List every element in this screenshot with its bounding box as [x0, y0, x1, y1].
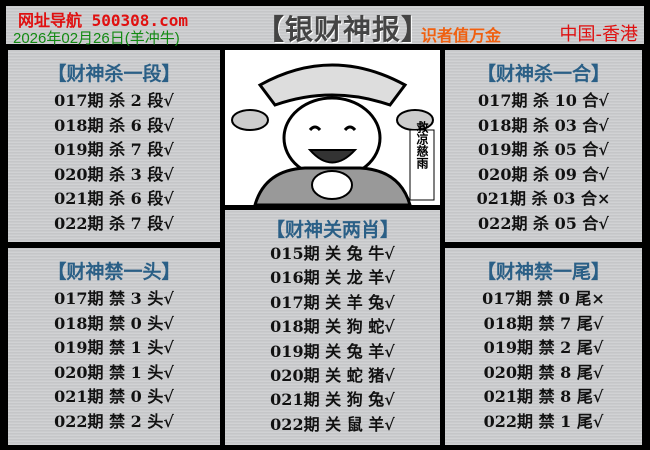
prediction-row: 018期 杀 03 合√ — [478, 115, 609, 135]
panel-kill-combo: 【财神杀一合】 017期 杀 10 合√ 018期 杀 03 合√ 019期 杀 05… — [445, 50, 642, 242]
prediction-row: 018期 关 狗 蛇√ — [270, 317, 395, 337]
prediction-row: 021期 关 狗 兔√ — [270, 390, 395, 410]
prediction-row: 020期 杀 09 合√ — [478, 164, 609, 184]
prediction-row: 019期 杀 7 段√ — [54, 140, 174, 159]
panel-title: 【财神禁一头】 — [47, 261, 181, 283]
prediction-row: 017期 杀 10 合√ — [478, 91, 609, 110]
panel-title: 【财神杀一段】 — [47, 63, 181, 85]
prediction-row: 018期 杀 6 段√ — [54, 115, 174, 135]
prediction-row: 019期 禁 1 头√ — [54, 338, 174, 357]
prediction-row: 018期 禁 7 尾√ — [483, 313, 604, 333]
artist-seal: 救凉慈雨 — [415, 120, 429, 170]
prediction-row: 017期 杀 2 段√ — [54, 91, 174, 110]
header-banner: 网址导航 500308.com 2026年02月26日(羊冲牛) 【银财神报】 … — [6, 6, 644, 47]
prediction-row: 017期 禁 0 尾× — [482, 289, 605, 308]
panel-title: 【财神禁一尾】 — [476, 261, 610, 283]
prediction-row: 022期 关 鼠 羊√ — [270, 414, 395, 434]
prediction-row: 022期 杀 7 段√ — [54, 213, 174, 233]
panel-close-two-zodiacs: 【财神关两肖】 015期 关 兔 牛√ 016期 关 龙 羊√ 017期 关 羊 兔√… — [225, 210, 440, 445]
god-of-wealth-illustration: 救凉慈雨 — [225, 50, 440, 207]
prediction-row: 020期 禁 8 尾√ — [483, 362, 604, 382]
panel-ban-tail: 【财神禁一尾】 017期 禁 0 尾× 018期 禁 7 尾√ 019期 禁 2 尾√… — [445, 248, 642, 445]
prediction-row: 022期 禁 2 头√ — [54, 411, 174, 431]
prediction-row: 019期 关 兔 羊√ — [270, 341, 395, 361]
prediction-row: 019期 禁 2 尾√ — [483, 338, 604, 357]
prediction-row: 015期 关 兔 牛√ — [270, 244, 395, 263]
prediction-row: 020期 禁 1 头√ — [54, 362, 174, 382]
prediction-row: 022期 禁 1 尾√ — [483, 411, 604, 431]
site-url[interactable]: 网址导航 500308.com — [18, 11, 188, 30]
prediction-row: 022期 杀 05 合√ — [478, 213, 609, 233]
prediction-row: 016期 关 龙 羊√ — [270, 268, 395, 288]
prediction-row: 021期 禁 8 尾√ — [483, 387, 604, 406]
page-title: 【银财神报】 — [256, 13, 431, 46]
panel-title: 【财神关两肖】 — [265, 219, 399, 241]
prediction-row: 021期 禁 0 头√ — [54, 387, 174, 406]
prediction-row: 017期 关 羊 兔√ — [270, 292, 395, 312]
prediction-row: 018期 禁 0 头√ — [54, 313, 174, 333]
prediction-row: 017期 禁 3 头√ — [54, 289, 174, 308]
prediction-row: 021期 杀 6 段√ — [54, 189, 174, 208]
prediction-row: 020期 关 蛇 猪√ — [270, 365, 395, 385]
prediction-row: 019期 杀 05 合√ — [478, 140, 609, 159]
panel-ban-head: 【财神禁一头】 017期 禁 3 头√ 018期 禁 0 头√ 019期 禁 1 头√… — [8, 248, 220, 445]
prediction-row: 021期 杀 03 合× — [476, 189, 611, 208]
issue-date: 2026年02月26日(羊冲牛) — [13, 30, 180, 47]
region-label: 中国-香港 — [559, 24, 639, 45]
prediction-row: 020期 杀 3 段√ — [54, 164, 174, 184]
panel-kill-segment: 【财神杀一段】 017期 杀 2 段√ 018期 杀 6 段√ 019期 杀 7 段√… — [8, 50, 220, 242]
slogan: 识者值万金 — [421, 26, 502, 45]
panel-title: 【财神杀一合】 — [476, 63, 610, 85]
